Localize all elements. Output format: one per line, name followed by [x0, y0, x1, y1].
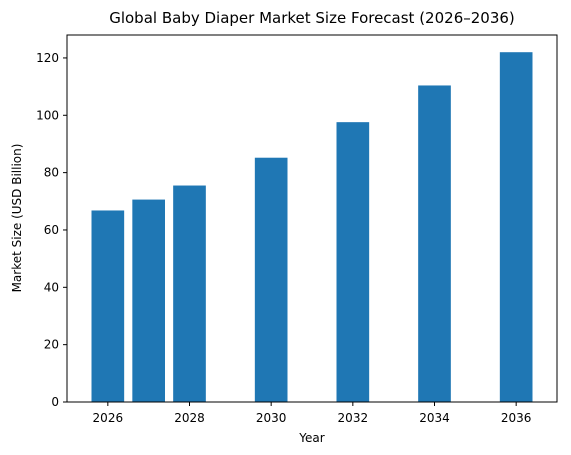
x-tick-label: 2030: [256, 411, 287, 425]
bar-2028: [173, 185, 206, 402]
y-tick-label: 100: [36, 108, 59, 122]
bars: [91, 52, 533, 403]
bar-2034: [418, 85, 451, 403]
y-tick-label: 80: [44, 166, 59, 180]
bar-2027: [132, 199, 165, 402]
x-tick-label: 2032: [338, 411, 369, 425]
y-tick-label: 20: [44, 338, 59, 352]
x-tick-label: 2026: [93, 411, 124, 425]
y-tick-label: 60: [44, 223, 59, 237]
x-tick-label: 2034: [419, 411, 450, 425]
bar-2030: [254, 157, 288, 402]
y-axis: 0 20 40 60 80 100 120: [36, 51, 67, 409]
y-tick-label: 120: [36, 51, 59, 65]
x-tick-label: 2028: [174, 411, 205, 425]
bar-2036: [499, 52, 533, 402]
bar-2026: [91, 210, 125, 402]
y-tick-label: 40: [44, 280, 59, 294]
chart-title: Global Baby Diaper Market Size Forecast …: [109, 9, 515, 27]
plot-frame: [66, 34, 558, 403]
x-axis-label: Year: [298, 431, 324, 445]
x-tick-label: 2036: [501, 411, 532, 425]
bar-2032: [336, 122, 370, 402]
x-axis: 2026 2028 2030 2032 2034 2036: [93, 402, 532, 425]
y-axis-label: Market Size (USD Billion): [10, 144, 24, 293]
y-tick-label: 0: [51, 395, 59, 409]
